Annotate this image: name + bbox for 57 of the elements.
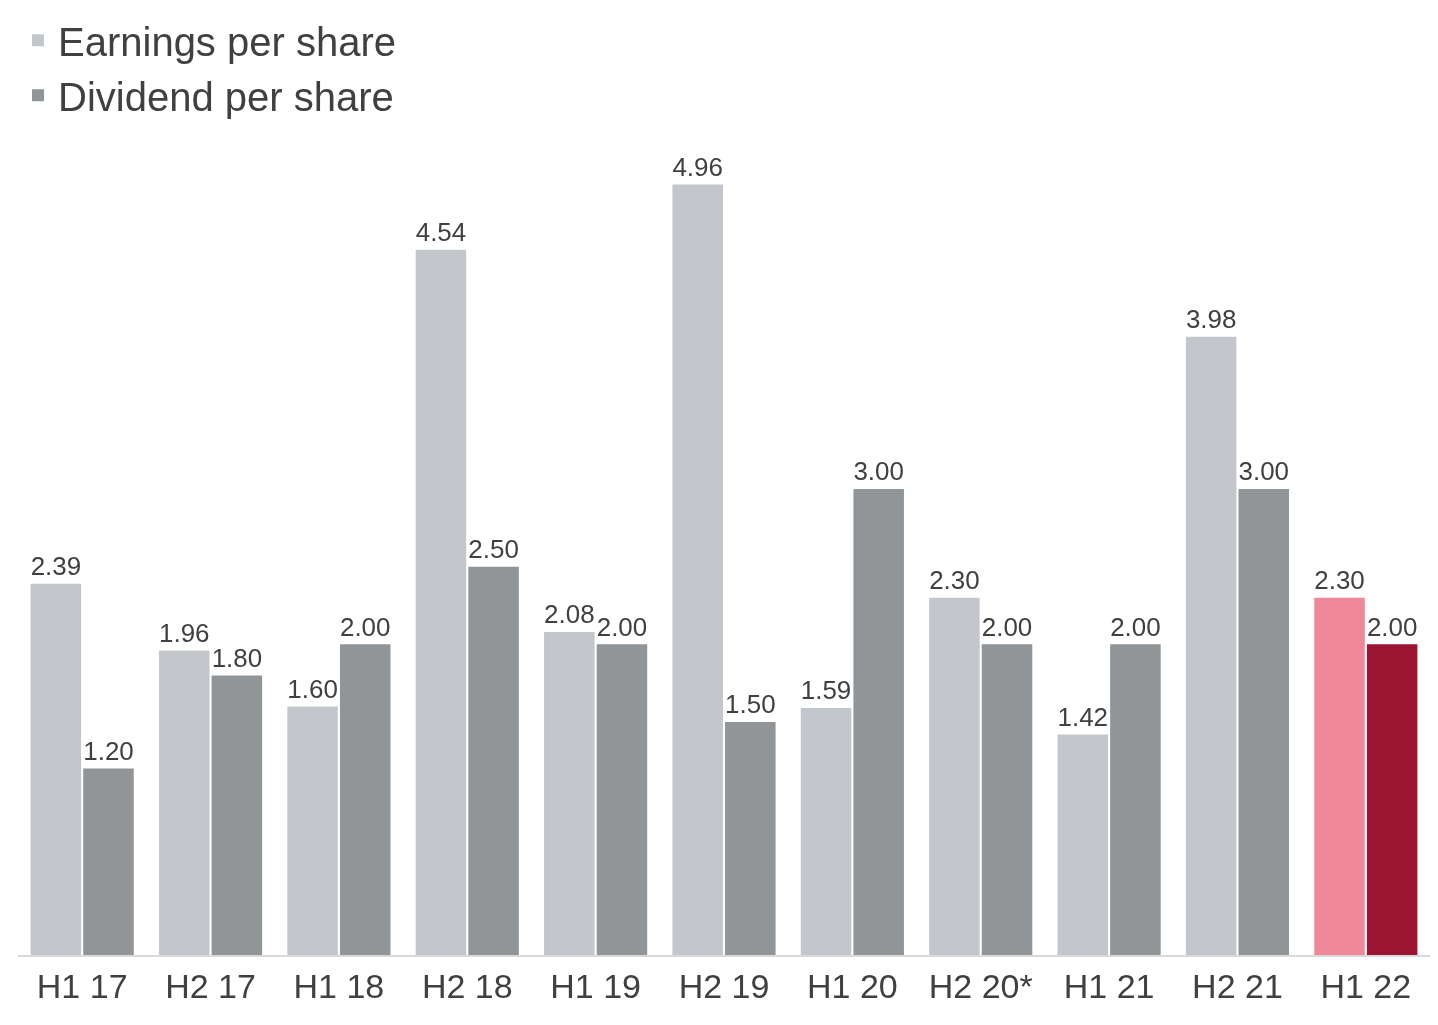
data-label: 1.20 <box>83 736 134 767</box>
x-tick-label: H2 20* <box>928 966 1033 1005</box>
bar <box>158 650 210 955</box>
bar <box>1110 644 1161 955</box>
x-tick-label: H1 17 <box>36 966 128 1005</box>
data-label: 2.30 <box>1314 565 1365 596</box>
bar <box>981 644 1033 955</box>
x-tick-label: H2 17 <box>165 966 256 1005</box>
bar <box>725 722 776 955</box>
data-label: 2.08 <box>544 600 595 629</box>
data-label: 3.00 <box>1238 457 1290 486</box>
data-label: 1.60 <box>287 673 338 704</box>
bar <box>853 489 904 955</box>
x-tick-label: H2 21 <box>1192 966 1283 1005</box>
bar <box>544 631 595 955</box>
bar <box>1185 336 1237 955</box>
bar <box>800 708 852 955</box>
x-tick-label: H1 18 <box>293 966 385 1005</box>
data-label: 2.30 <box>929 566 980 595</box>
data-label: 1.42 <box>1057 701 1109 732</box>
data-label: 1.50 <box>725 689 776 720</box>
data-label: 2.39 <box>30 552 82 581</box>
x-tick-label: H1 21 <box>1063 966 1155 1005</box>
data-label: 2.00 <box>1366 612 1418 641</box>
data-label: 4.54 <box>415 218 467 247</box>
x-tick-label: H2 18 <box>421 966 513 1005</box>
x-tick-label: H2 19 <box>678 966 770 1005</box>
bar <box>287 706 338 955</box>
data-label: 4.96 <box>672 151 723 182</box>
bar <box>83 768 134 955</box>
x-tick-label: H1 20 <box>806 966 898 1005</box>
data-label: 1.96 <box>158 618 210 647</box>
bar <box>1057 734 1109 955</box>
bar <box>211 675 263 955</box>
legend-label: Dividend per share <box>58 74 394 119</box>
bar <box>1366 644 1418 955</box>
data-label: 2.50 <box>468 535 519 564</box>
bar <box>1314 597 1365 955</box>
bar <box>929 597 980 955</box>
bar <box>468 566 519 955</box>
data-label: 2.00 <box>339 611 391 642</box>
x-tick-label: H1 19 <box>550 966 642 1005</box>
bar <box>672 184 723 955</box>
data-label: 3.98 <box>1185 305 1237 334</box>
data-label: 2.00 <box>596 612 648 641</box>
data-label: 1.59 <box>800 676 852 705</box>
legend-label: Earnings per share <box>58 19 396 64</box>
bar <box>596 644 648 955</box>
bar <box>30 583 82 955</box>
x-tick-label: H1 22 <box>1320 966 1412 1005</box>
data-label: 2.00 <box>1110 611 1161 642</box>
data-label: 3.00 <box>853 457 904 486</box>
bar <box>415 249 467 955</box>
data-label: 2.00 <box>981 612 1033 641</box>
data-label: 1.80 <box>211 643 263 672</box>
bar <box>1238 489 1290 955</box>
bar <box>339 644 391 955</box>
